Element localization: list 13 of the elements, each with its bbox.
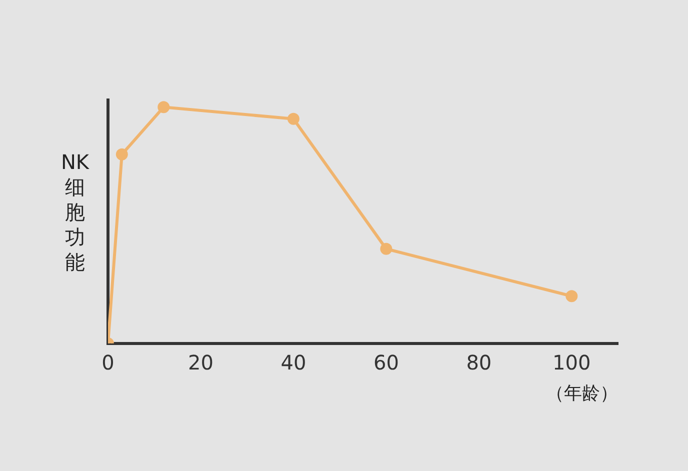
x-tick-label: 0 <box>102 350 114 375</box>
x-axis-title: （年龄） <box>546 382 618 404</box>
point <box>380 242 392 255</box>
point <box>116 148 128 160</box>
point <box>287 112 300 125</box>
x-tick-label: 100 <box>552 350 591 375</box>
x-tick-label: 80 <box>466 350 492 375</box>
x-tick-label: 60 <box>373 350 399 375</box>
y-axis-title: NK细胞功能 <box>60 150 90 275</box>
x-tick-label: 20 <box>188 350 214 375</box>
x-tick-label: 40 <box>280 350 306 375</box>
point <box>158 101 170 114</box>
point <box>566 290 578 302</box>
